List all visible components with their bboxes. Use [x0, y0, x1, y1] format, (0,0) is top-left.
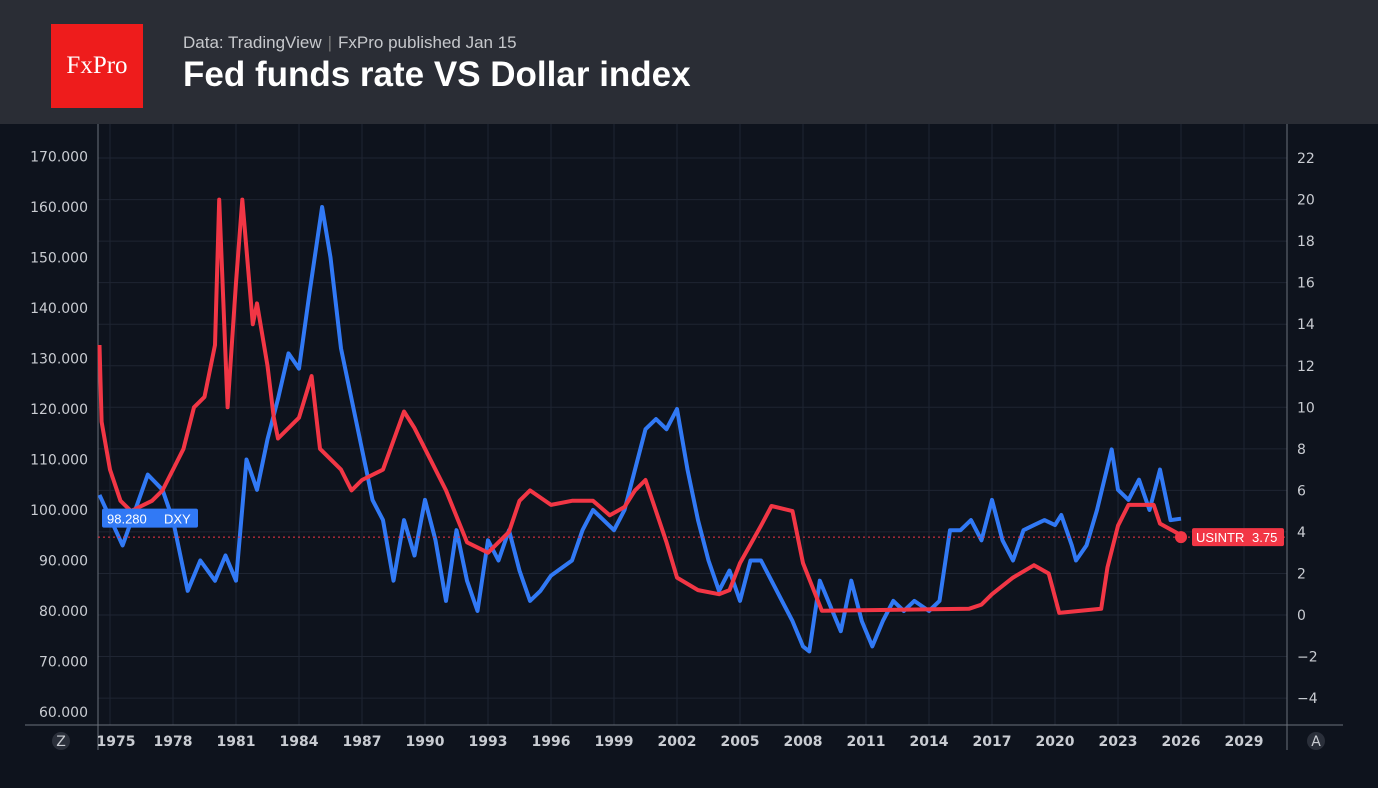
zoom-label: Z: [56, 734, 66, 750]
left-tick-label: 150.000: [30, 251, 88, 267]
right-tick-label: 0: [1297, 608, 1306, 624]
right-tick-label: 6: [1297, 483, 1306, 499]
x-tick-label: 2005: [721, 734, 760, 750]
right-tick-label: 16: [1297, 276, 1315, 292]
left-tick-label: 110.000: [30, 453, 88, 469]
right-tick-label: 18: [1297, 234, 1315, 250]
x-tick-label: 1990: [406, 734, 445, 750]
x-tick-label: 2008: [784, 734, 823, 750]
right-tick-label: −4: [1297, 691, 1318, 707]
right-tick-label: 10: [1297, 400, 1315, 416]
left-tick-label: 160.000: [30, 200, 88, 216]
x-tick-label: 1996: [532, 734, 571, 750]
x-tick-label: 2017: [973, 734, 1012, 750]
x-tick-label: 2014: [910, 734, 949, 750]
zoom-button-left[interactable]: [52, 732, 70, 750]
right-tick-label: 2: [1297, 566, 1306, 582]
x-tick-label: 1984: [280, 734, 319, 750]
left-tick-label: 120.000: [30, 402, 88, 418]
x-tick-label: 2002: [658, 734, 697, 750]
left-tick-label: 100.000: [30, 503, 88, 519]
data-source: Data: TradingView: [183, 33, 322, 52]
left-tick-label: 90.000: [39, 554, 88, 570]
left-tick-label: 170.000: [30, 150, 88, 166]
right-tick-label: 14: [1297, 317, 1315, 333]
right-tick-label: 22: [1297, 151, 1315, 167]
usintr-last-value: 3.75: [1252, 530, 1277, 545]
dxy-label-bg: [102, 508, 198, 528]
usintr-label-bg: [1192, 528, 1284, 547]
subtitle: Data: TradingView | FxPro published Jan 15: [183, 33, 517, 52]
right-tick-label: 12: [1297, 359, 1315, 375]
x-tick-label: 2026: [1162, 734, 1201, 750]
left-tick-label: 70.000: [39, 655, 88, 671]
x-tick-label: 1975: [97, 734, 136, 750]
left-tick-label: 60.000: [39, 705, 88, 721]
x-tick-label: 2023: [1099, 734, 1138, 750]
x-tick-label: 1993: [469, 734, 508, 750]
x-tick-label: 1999: [595, 734, 634, 750]
auto-label: A: [1311, 734, 1321, 750]
x-tick-label: 2029: [1225, 734, 1264, 750]
right-tick-label: 20: [1297, 193, 1315, 209]
auto-scale-button[interactable]: [1307, 732, 1325, 750]
x-tick-label: 1981: [217, 734, 256, 750]
fxpro-logo: FxPro: [51, 24, 143, 108]
left-tick-label: 80.000: [39, 604, 88, 620]
left-tick-label: 140.000: [30, 301, 88, 317]
usintr-series-label: USINTR: [1196, 530, 1244, 545]
x-tick-label: 2020: [1036, 734, 1075, 750]
dxy-series-label: DXY: [164, 512, 191, 527]
chart-title: Fed funds rate VS Dollar index: [183, 55, 691, 94]
header: FxPro Data: TradingView | FxPro published …: [0, 0, 1378, 124]
x-tick-label: 1978: [154, 734, 193, 750]
dxy-last-value: 98.280: [107, 512, 147, 527]
series-line-dxy: [97, 205, 1182, 654]
published-date: FxPro published Jan 15: [338, 33, 517, 52]
x-tick-label: 1987: [343, 734, 382, 750]
chart: 60.000 70.000 80.000 90.000 100.000 110.000 12…: [25, 124, 1343, 750]
left-tick-label: 130.000: [30, 352, 88, 368]
right-tick-label: 8: [1297, 442, 1306, 458]
series-line-usintr: [97, 197, 1183, 615]
right-tick-label: −2: [1297, 650, 1318, 666]
x-tick-label: 2011: [847, 734, 886, 750]
last-value-dot: [1175, 531, 1187, 544]
right-tick-label: 4: [1297, 525, 1306, 541]
